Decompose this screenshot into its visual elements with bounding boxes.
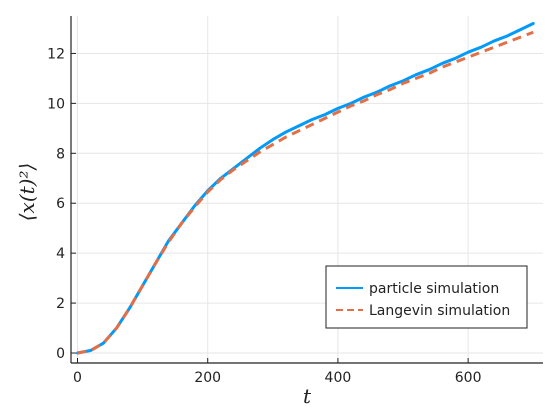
- x-tick-label: 400: [325, 370, 352, 386]
- x-tick-label: 600: [455, 370, 482, 386]
- series-line-particle: [76, 21, 535, 355]
- y-tick-label: 12: [47, 46, 65, 62]
- y-axis-title: ⟨x(t)²⟩: [15, 163, 39, 222]
- legend-label-langevin: Langevin simulation: [369, 303, 510, 319]
- y-tick-label: 8: [56, 146, 65, 162]
- legend: particle simulation Langevin simulation: [325, 265, 528, 329]
- axes: [70, 16, 543, 364]
- y-tick-label: 0: [56, 346, 65, 362]
- y-tick-label: 6: [56, 196, 65, 212]
- series-lines: [76, 21, 535, 355]
- tick-labels: 0 200 400 600 0 2 4 6 8 10 12: [47, 46, 481, 386]
- x-axis-title: t: [303, 384, 312, 408]
- x-tick-label: 200: [194, 370, 221, 386]
- x-tick-label: 0: [73, 370, 82, 386]
- legend-box: [325, 265, 528, 329]
- y-tick-label: 10: [47, 96, 65, 112]
- y-tick-label: 2: [56, 296, 65, 312]
- y-tick-label: 4: [56, 246, 65, 262]
- series-line-langevin: [77, 30, 534, 355]
- grid-lines: [71, 16, 543, 363]
- legend-label-particle: particle simulation: [369, 281, 499, 297]
